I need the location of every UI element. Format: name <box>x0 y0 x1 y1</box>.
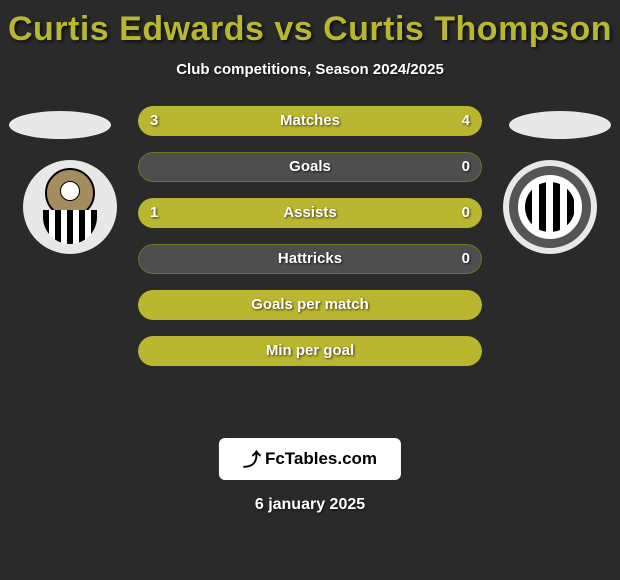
club-badge-left <box>23 160 117 254</box>
attribution-text: FcTables.com <box>265 449 377 469</box>
stat-label: Goals <box>138 152 482 182</box>
stat-value-left: 1 <box>150 198 158 228</box>
attribution-icon: ⤴ <box>243 446 257 472</box>
stat-label: Assists <box>138 198 482 228</box>
stat-row: Assists1 0 <box>138 198 482 228</box>
stat-row: Min per goal <box>138 336 482 366</box>
stat-label: Hattricks <box>138 244 482 274</box>
date-line: 6 january 2025 <box>0 496 620 514</box>
grimsby-town-crest-icon <box>509 166 591 248</box>
attribution-badge: ⤴ FcTables.com <box>219 438 401 480</box>
stat-row: Hattricks0 <box>138 244 482 274</box>
stat-value-right: 0 <box>462 244 470 274</box>
player-right-oval <box>509 111 611 139</box>
page-title: Curtis Edwards vs Curtis Thompson <box>0 0 620 49</box>
subtitle: Club competitions, Season 2024/2025 <box>0 61 620 78</box>
stat-row: Matches3 4 <box>138 106 482 136</box>
stat-value-right: 0 <box>462 152 470 182</box>
stat-label: Goals per match <box>138 290 482 320</box>
notts-county-crest-icon <box>31 166 109 248</box>
stat-label: Min per goal <box>138 336 482 366</box>
player-left-oval <box>9 111 111 139</box>
stat-value-right: 0 <box>462 198 470 228</box>
stat-label: Matches <box>138 106 482 136</box>
stat-bars: Matches34Goals0Assists10Hattricks0Goals … <box>138 106 482 382</box>
stat-value-left: 3 <box>150 106 158 136</box>
club-badge-right <box>503 160 597 254</box>
stat-row: Goals0 <box>138 152 482 182</box>
stat-value-right: 4 <box>462 106 470 136</box>
stat-row: Goals per match <box>138 290 482 320</box>
